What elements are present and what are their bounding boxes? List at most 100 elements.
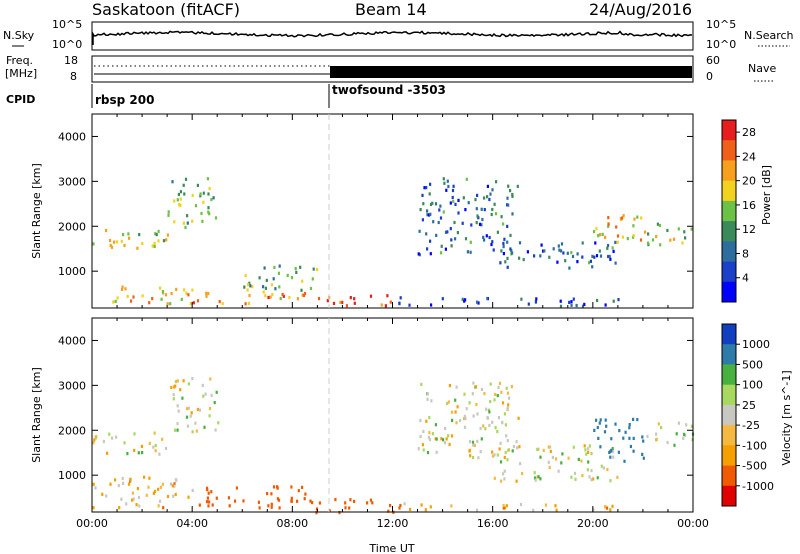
power-echo-cell — [154, 232, 157, 236]
velocity-echo-cell — [176, 404, 179, 408]
power-echo-cell — [581, 255, 584, 259]
power-echo-cell — [399, 296, 402, 300]
velocity-echo-cell — [424, 508, 427, 512]
power-echo-cell — [187, 293, 190, 297]
velocity-echo-cell — [227, 496, 230, 500]
power-echo-cell — [447, 184, 450, 189]
power-echo-cell — [485, 234, 488, 238]
power-echo-cell — [169, 302, 172, 306]
velocity-echo-cell — [185, 415, 189, 419]
velocity-echo-cell — [181, 396, 184, 400]
power-echo-cell — [464, 208, 467, 212]
power-echo-cell — [639, 238, 643, 242]
velocity-echo-cell — [463, 417, 466, 421]
velocity-echo-cell — [446, 401, 449, 406]
velocity-echo-cell — [454, 410, 457, 414]
velocity-echo-cell — [570, 475, 573, 479]
velocity-echo-cell — [353, 499, 356, 503]
velocity-colorbar: 1000 500 100 25 -25 -100 -500 -1000 — [721, 323, 774, 507]
velocity-echo-cell — [458, 418, 462, 423]
colorbar-tick-label: 28 — [742, 126, 756, 139]
velocity-echo-cell — [580, 459, 583, 463]
colorbar-tick-label: 20 — [742, 175, 756, 188]
velocity-echo-cell — [208, 406, 212, 411]
power-echo-cell — [126, 294, 129, 298]
velocity-echo-cell — [153, 431, 156, 435]
velocity-echo-cell — [444, 426, 447, 431]
power-echo-cell — [503, 237, 506, 241]
power-echo-cell — [449, 201, 452, 205]
velocity-echo-cell — [123, 441, 126, 445]
power-echo-cell — [559, 299, 562, 303]
colorbar-tick-label: 8 — [742, 247, 749, 260]
power-echo-cell — [425, 186, 428, 190]
power-echo-cell — [206, 177, 209, 181]
velocity-echo-cell — [121, 476, 124, 481]
velocity-echo-cell — [398, 506, 401, 510]
power-echo-cell — [500, 215, 503, 219]
colorbar-tick-label: -100 — [742, 439, 767, 452]
velocity-echo-cell — [491, 420, 494, 424]
velocity-echo-cell — [122, 481, 125, 485]
velocity-echo-cell — [203, 425, 206, 429]
power-echo-cell — [205, 291, 208, 295]
velocity-echo-cells — [92, 377, 695, 515]
velocity-echo-cell — [174, 492, 177, 497]
velocity-echo-cell — [499, 460, 503, 464]
velocity-echo-cell — [207, 504, 210, 508]
velocity-echo-cell — [505, 386, 508, 390]
velocity-echo-cell — [493, 476, 496, 480]
velocity-echo-cell — [421, 443, 424, 447]
velocity-echo-cell — [533, 471, 536, 475]
power-echo-cell — [666, 228, 669, 233]
velocity-echo-cell — [296, 499, 299, 503]
velocity-echo-cell — [641, 452, 644, 456]
velocity-echo-cell — [419, 418, 422, 422]
power-echo-cell — [311, 277, 314, 281]
power-echo-cell — [267, 295, 270, 300]
velocity-echo-cell — [604, 418, 607, 422]
time-axis-label: Time UT — [368, 542, 414, 554]
velocity-echo-cell — [493, 398, 496, 402]
velocity-echo-cell — [544, 503, 547, 507]
velocity-echo-cell — [92, 441, 95, 445]
power-echo-cell — [483, 238, 486, 242]
velocity-echo-cell — [115, 435, 118, 439]
velocity-echo-cell — [472, 414, 475, 418]
power-echo-cell — [429, 202, 433, 206]
velocity-echo-cell — [164, 446, 168, 450]
power-echo-cell — [264, 286, 267, 290]
velocity-echo-cell — [272, 485, 276, 489]
power-echo-cell — [296, 297, 299, 301]
power-echo-cell — [422, 202, 425, 206]
velocity-echo-cell — [152, 445, 155, 449]
power-echo-cell — [636, 215, 639, 219]
velocity-echo-cell — [496, 394, 499, 398]
power-echo-cell — [612, 249, 615, 253]
velocity-echo-cell — [127, 482, 131, 486]
velocity-echo-cell — [448, 384, 451, 388]
velocity-echo-cell — [451, 418, 454, 422]
velocity-echo-cell — [503, 455, 506, 460]
power-echo-cell — [506, 196, 509, 200]
nave-tick-top: 60 — [706, 54, 720, 67]
power-echo-cell — [121, 285, 124, 289]
colorbar-segment — [722, 364, 736, 386]
power-echo-cell — [170, 291, 173, 296]
colorbar-segment — [722, 221, 736, 242]
velocity-echo-cell — [479, 450, 482, 454]
velocity-echo-cell — [587, 447, 590, 451]
velocity-echo-cell — [172, 393, 175, 397]
power-echo-cell — [533, 254, 536, 258]
velocity-echo-cell — [622, 436, 625, 440]
velocity-echo-cell — [512, 444, 515, 449]
velocity-echo-cell — [242, 499, 245, 503]
power-echo-cell — [221, 302, 224, 306]
power-echo-cell — [249, 284, 252, 288]
power-echo-cell — [452, 184, 455, 188]
velocity-echo-cell — [158, 452, 161, 456]
velocity-echo-cell — [434, 423, 437, 427]
power-echo-cell — [684, 236, 687, 240]
velocity-echo-cell — [487, 408, 490, 412]
velocity-echo-cell — [93, 438, 96, 442]
